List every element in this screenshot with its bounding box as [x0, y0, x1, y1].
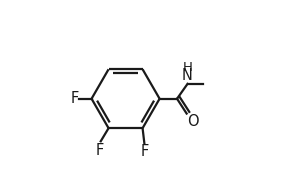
Text: F: F — [96, 143, 104, 158]
Text: F: F — [141, 144, 149, 159]
Text: F: F — [70, 91, 79, 106]
Text: N: N — [182, 68, 193, 83]
Text: H: H — [183, 61, 192, 74]
Text: O: O — [188, 114, 199, 129]
